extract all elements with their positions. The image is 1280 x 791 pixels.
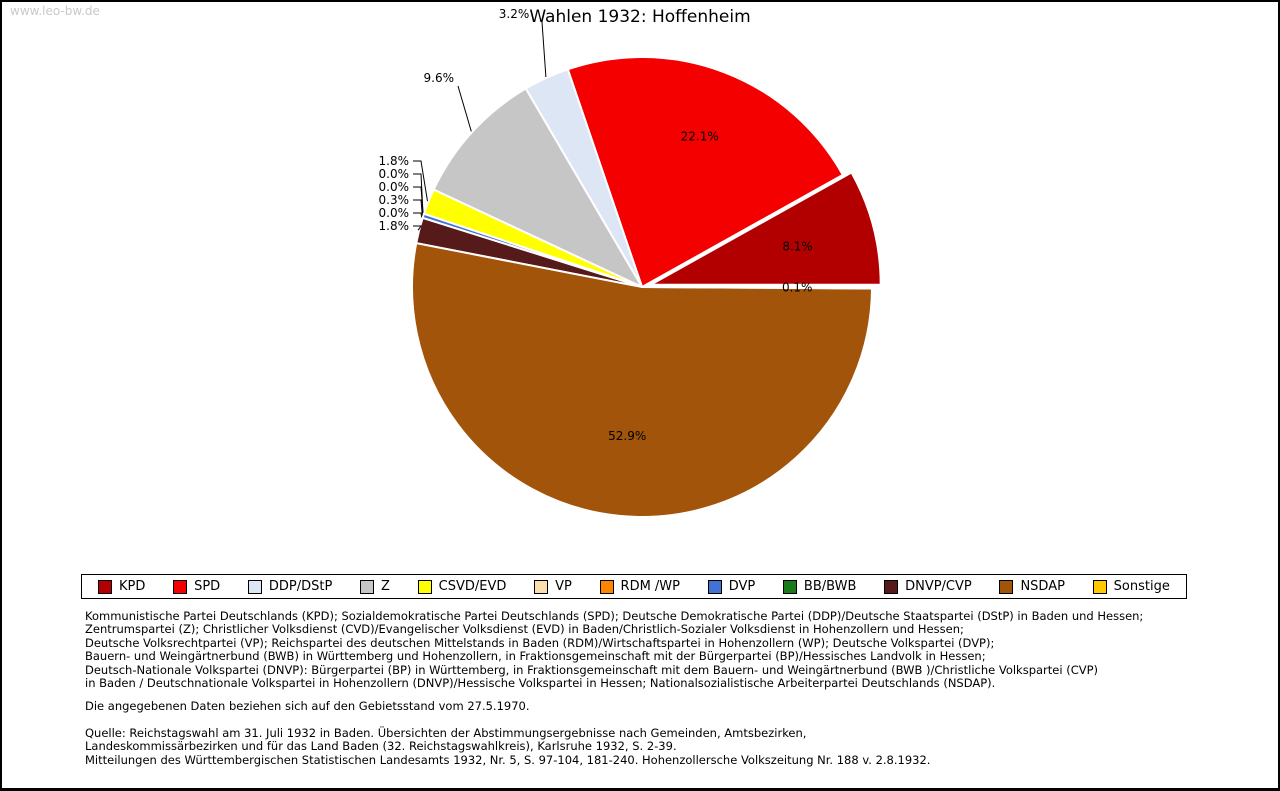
legend-label: RDM /WP	[620, 579, 680, 594]
legend-item-dvp: DVP	[707, 579, 756, 594]
legend-item-ddp-dstp: DDP/DStP	[247, 579, 333, 594]
legend-label: CSVD/EVD	[438, 579, 507, 594]
pie-slice-z	[432, 87, 645, 290]
legend-swatch-dvp	[707, 579, 722, 594]
legend-swatch-vp	[534, 579, 549, 594]
label-leader-line-dvp	[413, 199, 423, 216]
legend-swatch-bb-bwb	[782, 579, 797, 594]
legend-label: BB/BWB	[803, 579, 857, 594]
pie-slice-spd	[566, 56, 845, 289]
slice-value-nsdap: 52.9%	[608, 429, 646, 443]
legend-item-z: Z	[360, 579, 390, 594]
legend-swatch-dnvp-cvp	[884, 579, 899, 594]
legend-item-bb-bwb: BB/BWB	[782, 579, 857, 594]
footnote-line: Kommunistische Partei Deutschlands (KPD)…	[85, 609, 1144, 623]
party-definitions: Kommunistische Partei Deutschlands (KPD)…	[85, 609, 1248, 691]
legend-swatch-z	[360, 579, 375, 594]
pie-slice-sonstige	[641, 286, 874, 290]
legend-item-dnvp-cvp: DNVP/CVP	[884, 579, 972, 594]
footnote-line: in Baden / Deutschnationale Volkspartei …	[85, 676, 996, 691]
slice-value-sonstige: 0.1%	[782, 281, 813, 295]
legend-item-sonstige: Sonstige	[1092, 579, 1170, 594]
footnote-line: Landeskommissärbezirken und für das Land…	[85, 739, 677, 754]
slice-value-csvd-evd: 1.8%	[379, 154, 410, 168]
legend-item-nsdap: NSDAP	[999, 579, 1065, 594]
source-citation: Quelle: Reichstagswahl am 31. Juli 1932 …	[85, 725, 1248, 767]
footnote-line: Deutsche Volksrechtpartei (VP); Reichspa…	[85, 635, 995, 650]
pie-chart: 8.1%22.1%3.2%9.6%1.8%0.0%0.0%0.3%0.0%1.8…	[379, 7, 882, 518]
footnote-line: Zentrumspartei (Z); Christlicher Volksdi…	[85, 622, 964, 637]
label-leader-line-rdm-wp	[413, 186, 424, 214]
legend-swatch-spd	[173, 579, 188, 594]
legend-label: DDP/DStP	[268, 579, 333, 594]
pie-slice-kpd	[646, 171, 882, 286]
legend-swatch-rdm-wp	[599, 579, 614, 594]
legend-swatch-ddp-dstp	[247, 579, 262, 594]
footnotes: Kommunistische Partei Deutschlands (KPD)…	[85, 609, 1248, 767]
legend-swatch-kpd	[98, 579, 112, 594]
slice-value-rdm-wp: 0.0%	[379, 180, 410, 194]
slice-value-bb-bwb: 0.0%	[379, 206, 410, 220]
legend-label: KPD	[119, 579, 146, 594]
legend-label: SPD	[194, 579, 221, 594]
legend-label: Sonstige	[1113, 579, 1170, 594]
label-leader-line-bb-bwb	[413, 212, 423, 218]
legend-item-vp: VP	[534, 579, 572, 594]
footnote-line: Quelle: Reichstagswahl am 31. Juli 1932 …	[85, 725, 807, 740]
legend-swatch-csvd-evd	[417, 579, 432, 594]
label-leader-line-ddp-dstp	[541, 21, 547, 78]
footnote-line: Mitteilungen des Württembergischen Stati…	[85, 752, 931, 767]
pie-slice-nsdap	[411, 241, 874, 518]
territorial-note: Die angegebenen Daten beziehen sich auf …	[85, 699, 530, 714]
slice-value-z: 9.6%	[424, 71, 455, 85]
label-leader-line-z	[457, 85, 472, 132]
slice-value-ddp-dstp: 3.2%	[499, 7, 530, 21]
slice-value-dvp: 0.3%	[379, 193, 410, 207]
slice-value-spd: 22.1%	[681, 130, 719, 144]
legend-label: Z	[381, 579, 390, 594]
legend-item-rdm-wp: RDM /WP	[599, 579, 680, 594]
legend-label: VP	[555, 579, 572, 594]
legend-label: DVP	[728, 579, 756, 594]
legend-label: NSDAP	[1020, 579, 1065, 594]
slice-value-kpd: 8.1%	[782, 240, 813, 254]
footnote-line: Deutsch-Nationale Volkspartei (DNVP): Bü…	[85, 662, 1099, 677]
legend-swatch-sonstige	[1092, 579, 1107, 594]
legend-item-kpd: KPD	[98, 579, 145, 594]
legend-swatch-nsdap	[999, 579, 1014, 594]
watermark: www.leo-bw.de	[10, 4, 100, 18]
footnote-line: Bauern- und Weingärtnerbund (BWB) in Wür…	[85, 649, 986, 664]
legend-item-spd: SPD	[173, 579, 220, 594]
label-leader-line-dnvp-cvp	[413, 225, 422, 231]
slice-value-vp: 0.0%	[379, 167, 410, 181]
label-leader-line-csvd-evd	[413, 160, 428, 202]
legend-label: DNVP/CVP	[905, 579, 972, 594]
slice-value-dnvp-cvp: 1.8%	[379, 219, 410, 233]
legend-item-csvd-evd: CSVD/EVD	[417, 579, 507, 594]
chart-title: Wahlen 1932: Hoffenheim	[529, 7, 751, 27]
legend: KPD SPD DDP/DStP Z CSVD/EVD VP RDM /WP DVP BB/BW…	[81, 574, 1187, 599]
